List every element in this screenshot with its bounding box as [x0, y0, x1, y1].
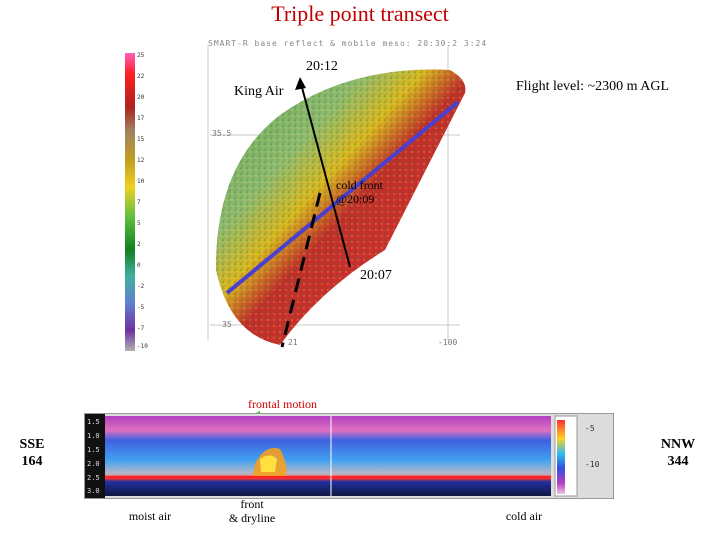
lon-label-100: -100 — [438, 338, 458, 347]
lon-label-21: 21 — [288, 338, 298, 347]
colorbar-tick: 10 — [137, 178, 145, 185]
flight-level-label: Flight level: ~2300 m AGL — [516, 79, 670, 94]
colorbar-tick: 25 — [137, 52, 145, 59]
colorbar-tick: 0 — [137, 262, 141, 269]
sse-label: SSE 164 — [19, 437, 45, 469]
flight-track — [299, 79, 351, 268]
radar-image — [125, 45, 466, 351]
lat-label-35: 35 — [222, 320, 232, 329]
frontal-motion-label: frontal motion — [248, 397, 317, 411]
colorbar-tick: 7 — [137, 199, 141, 206]
colorbar — [125, 53, 135, 351]
colorbar-tick: -10 — [137, 343, 148, 350]
aircraft-label: King Air — [234, 84, 284, 99]
colorbar-tick: 5 — [137, 220, 141, 227]
colorbar-tick: 20 — [137, 94, 145, 101]
radar-header: SMART-R base reflect & mobile meso: 20:3… — [208, 39, 488, 48]
page-title: Triple point transect — [271, 1, 449, 26]
nnw-label: NNW 344 — [660, 437, 696, 469]
scale-label: -5 — [585, 424, 595, 433]
height-tick: 2.5 — [87, 474, 100, 482]
colorbar-tick: 15 — [137, 136, 145, 143]
lat-label-355: 35.5 — [212, 129, 232, 138]
time-label-top: 20:12 — [306, 59, 338, 74]
colorbar-tick: 2 — [137, 241, 141, 248]
cold-air-caption: cold air — [505, 509, 543, 523]
height-tick: 1.0 — [87, 432, 100, 440]
scale-label: -10 — [585, 460, 600, 469]
colorbar-tick: 12 — [137, 157, 145, 164]
cold-front-label: cold front @20:09 — [336, 178, 383, 206]
lidar-panel: 1.5 1.0 1.5 2.0 2.5 3.0 -5 -10 — [84, 413, 614, 499]
lidar-image — [85, 414, 578, 498]
colorbar-tick: 17 — [137, 115, 145, 122]
front-dryline-caption: front & dryline — [228, 497, 276, 525]
colorbar-tick: -2 — [137, 283, 145, 290]
radar-figure: SMART-R base reflect & mobile meso: 20:3… — [120, 35, 486, 355]
cold-front-line — [280, 192, 322, 348]
moist-air-caption: moist air — [128, 509, 172, 523]
transect-line — [225, 100, 460, 295]
height-tick: 1.5 — [87, 418, 100, 426]
colorbar-tick: -5 — [137, 304, 145, 311]
colorbar-tick: 22 — [137, 73, 145, 80]
height-tick: 1.5 — [87, 446, 100, 454]
colorbar-tick: -7 — [137, 325, 145, 332]
time-label-bottom: 20:07 — [360, 268, 392, 283]
height-tick: 3.0 — [87, 487, 100, 495]
height-tick: 2.0 — [87, 460, 100, 468]
